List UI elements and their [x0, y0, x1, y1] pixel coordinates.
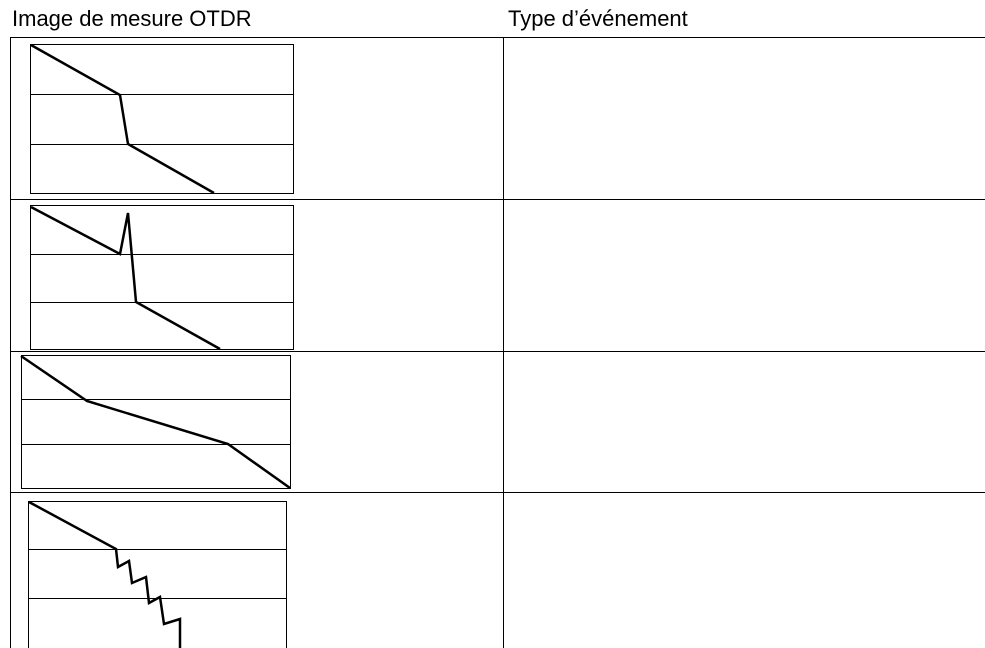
trace-frame — [28, 501, 287, 648]
otdr-trace-drawing — [20, 354, 291, 490]
trace-frame — [21, 355, 291, 489]
trace-line — [30, 43, 215, 195]
column-header: Type d’événement — [508, 6, 688, 31]
trace-frame — [30, 205, 294, 350]
otdr-trace-drawing — [28, 500, 287, 648]
column-header: Image de mesure OTDR — [12, 6, 252, 31]
trace-frame — [30, 44, 294, 194]
trace-line — [30, 205, 221, 351]
otdr-trace-drawing — [30, 43, 294, 195]
otdr-trace-drawing — [30, 205, 294, 351]
table-grid — [10, 37, 985, 648]
trace-line — [20, 354, 291, 490]
trace-line — [28, 500, 182, 648]
